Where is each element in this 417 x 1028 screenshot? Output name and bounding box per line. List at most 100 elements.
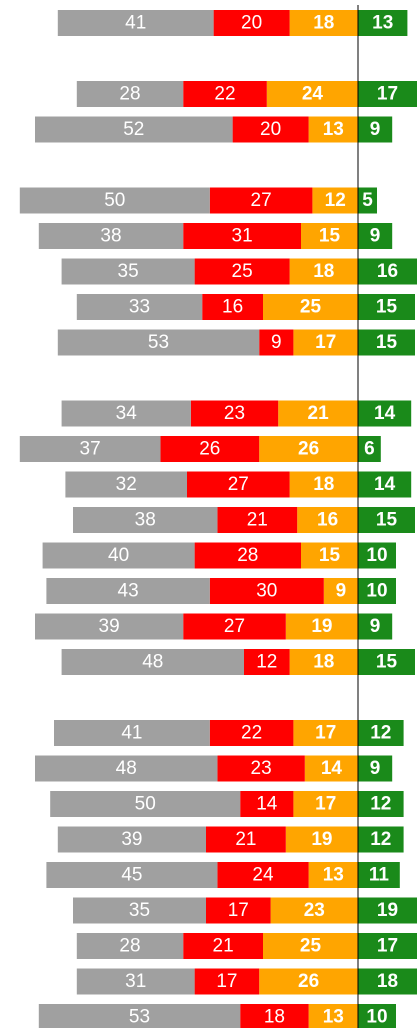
data-label: 9 [370, 119, 381, 140]
bar-segment [183, 81, 267, 107]
bar-segment [323, 578, 358, 604]
data-label: 21 [235, 829, 256, 850]
bar-segment [293, 791, 358, 817]
bar-segment [308, 116, 358, 143]
data-label: 39 [99, 616, 120, 637]
data-label: 24 [302, 84, 324, 105]
bar-segment [206, 897, 271, 924]
data-label: 15 [319, 545, 341, 566]
data-label: 27 [224, 616, 245, 637]
data-label: 50 [135, 794, 156, 815]
bar-segment [358, 720, 404, 746]
data-label: 13 [372, 13, 393, 34]
bar-segment [263, 933, 358, 959]
data-label: 39 [121, 829, 142, 850]
data-label: 16 [222, 297, 243, 318]
bar-segment [358, 471, 412, 498]
bar-segment [358, 81, 417, 107]
data-label: 11 [369, 865, 390, 886]
bar-segment [19, 436, 161, 462]
bar-segment [61, 400, 191, 427]
bar-segment [194, 542, 301, 569]
data-label: 17 [315, 794, 336, 815]
bar-segment [183, 613, 286, 640]
data-label: 14 [256, 794, 278, 815]
bar-segment [285, 826, 358, 853]
bar-segment [46, 862, 218, 888]
data-label: 23 [224, 403, 245, 424]
bar-segment [232, 116, 309, 143]
data-label: 12 [256, 652, 277, 673]
bar-segment [358, 258, 417, 285]
bar-segment [358, 791, 404, 817]
bar-segment [160, 436, 260, 462]
bar-segment [61, 258, 195, 285]
bar-segment [285, 613, 358, 640]
bar-segment [358, 116, 393, 143]
bar-segment [57, 10, 214, 36]
data-label: 13 [323, 1007, 344, 1028]
data-label: 13 [323, 119, 344, 140]
data-label: 37 [80, 439, 101, 460]
bar-segment [209, 187, 313, 214]
bar-segment [358, 436, 381, 462]
bar-segment [217, 862, 309, 888]
data-label: 25 [300, 936, 322, 957]
data-label: 25 [232, 261, 253, 282]
bar-segment [213, 10, 290, 36]
data-label: 9 [271, 332, 282, 353]
bar-segment [301, 542, 358, 569]
data-label: 48 [142, 652, 163, 673]
bar-segment [76, 294, 203, 320]
data-label: 41 [125, 13, 146, 34]
bar-segment [244, 649, 290, 675]
bar-segment [259, 329, 294, 356]
bar-segment [194, 968, 260, 995]
bar-segment [358, 649, 415, 675]
bar-segment [35, 613, 184, 640]
data-label: 53 [129, 1007, 150, 1028]
data-label: 13 [323, 865, 344, 886]
data-label: 40 [108, 545, 129, 566]
bar-segment [209, 578, 324, 604]
bar-segment [206, 826, 286, 853]
data-label: 18 [313, 13, 334, 34]
bar-segment [202, 294, 263, 320]
data-label: 15 [319, 226, 341, 247]
data-label: 25 [300, 297, 322, 318]
bar-segment [358, 10, 408, 36]
bar-segment [358, 862, 400, 888]
data-label: 15 [376, 652, 398, 673]
bar-segment [358, 507, 415, 533]
bar-segment [50, 791, 241, 817]
bar-segment [308, 1004, 358, 1028]
bar-segment [358, 613, 393, 640]
data-label: 31 [232, 226, 253, 247]
data-label: 17 [228, 900, 249, 921]
data-label: 53 [148, 332, 169, 353]
data-label: 14 [374, 403, 396, 424]
data-label: 17 [377, 84, 398, 105]
bar-segment [289, 258, 358, 285]
bar-segment [312, 187, 358, 214]
data-label: 5 [362, 190, 373, 211]
bar-segment [358, 933, 417, 959]
bar-segment [240, 791, 294, 817]
data-label: 20 [241, 13, 262, 34]
data-label: 30 [256, 581, 277, 602]
data-label: 15 [376, 297, 398, 318]
bar-segment [183, 223, 301, 249]
bar-segment [217, 507, 298, 533]
data-label: 16 [377, 261, 398, 282]
data-label: 22 [241, 723, 262, 744]
data-label: 21 [308, 403, 330, 424]
data-label: 26 [298, 971, 319, 992]
data-label: 28 [119, 84, 140, 105]
bar-segment [73, 507, 218, 533]
bar-segment [194, 258, 290, 285]
data-label: 20 [260, 119, 281, 140]
bar-segment [358, 542, 396, 569]
bar-segment [38, 1004, 241, 1028]
data-label: 35 [129, 900, 150, 921]
